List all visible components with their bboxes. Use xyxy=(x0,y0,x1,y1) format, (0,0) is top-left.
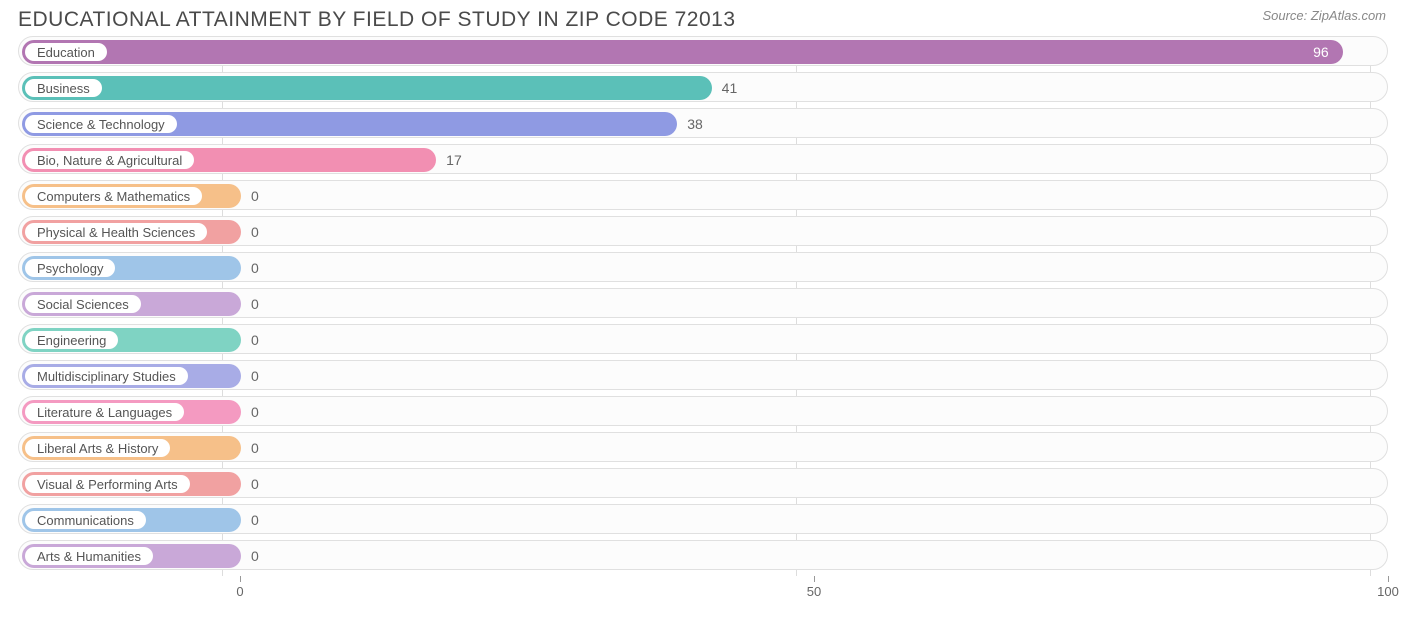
bar-value: 0 xyxy=(251,541,259,571)
bar-value: 0 xyxy=(251,289,259,319)
bar-fill xyxy=(22,40,1343,64)
bar-row: Multidisciplinary Studies 0 xyxy=(18,360,1388,390)
bar-row: Computers & Mathematics 0 xyxy=(18,180,1388,210)
bar-value: 0 xyxy=(251,433,259,463)
bar-row: Liberal Arts & History 0 xyxy=(18,432,1388,462)
bar-row: Physical & Health Sciences 0 xyxy=(18,216,1388,246)
tick-mark xyxy=(1388,576,1389,582)
bar-value: 96 xyxy=(1313,37,1329,67)
chart-title: EDUCATIONAL ATTAINMENT BY FIELD OF STUDY… xyxy=(18,8,736,32)
bar-value: 0 xyxy=(251,505,259,535)
bar-label: Engineering xyxy=(25,331,118,349)
bar-fill xyxy=(22,76,712,100)
bar-value: 17 xyxy=(446,145,462,175)
x-axis: 0 50 100 xyxy=(18,576,1388,606)
x-tick: 0 xyxy=(240,576,241,582)
x-tick: 50 xyxy=(814,576,815,582)
bar-label: Liberal Arts & History xyxy=(25,439,170,457)
bar-row: Social Sciences 0 xyxy=(18,288,1388,318)
bar-label: Science & Technology xyxy=(25,115,177,133)
bar-row: Education 96 xyxy=(18,36,1388,66)
bar-row: Bio, Nature & Agricultural 17 xyxy=(18,144,1388,174)
bar-label: Multidisciplinary Studies xyxy=(25,367,188,385)
chart-source: Source: ZipAtlas.com xyxy=(1262,8,1386,23)
bar-row: Arts & Humanities 0 xyxy=(18,540,1388,570)
bar-label: Social Sciences xyxy=(25,295,141,313)
tick-mark xyxy=(814,576,815,582)
bar-label: Computers & Mathematics xyxy=(25,187,202,205)
bar-row: Science & Technology 38 xyxy=(18,108,1388,138)
tick-mark xyxy=(240,576,241,582)
bar-value: 0 xyxy=(251,397,259,427)
bar-label: Bio, Nature & Agricultural xyxy=(25,151,194,169)
bar-value: 38 xyxy=(687,109,703,139)
bar-value: 0 xyxy=(251,469,259,499)
tick-label: 0 xyxy=(236,584,243,599)
x-tick: 100 xyxy=(1388,576,1389,582)
chart-area: Education 96 Business 41 Science & Technolog… xyxy=(0,36,1406,606)
bar-label: Psychology xyxy=(25,259,115,277)
bar-label: Communications xyxy=(25,511,146,529)
bar-value: 0 xyxy=(251,361,259,391)
bar-row: Engineering 0 xyxy=(18,324,1388,354)
bar-label: Literature & Languages xyxy=(25,403,184,421)
bar-row: Business 41 xyxy=(18,72,1388,102)
tick-label: 50 xyxy=(807,584,821,599)
bar-value: 0 xyxy=(251,253,259,283)
tick-label: 100 xyxy=(1377,584,1399,599)
bar-row: Communications 0 xyxy=(18,504,1388,534)
bar-value: 41 xyxy=(722,73,738,103)
bar-label: Visual & Performing Arts xyxy=(25,475,190,493)
bar-row: Literature & Languages 0 xyxy=(18,396,1388,426)
bar-label: Education xyxy=(25,43,107,61)
bar-row: Psychology 0 xyxy=(18,252,1388,282)
chart-header: EDUCATIONAL ATTAINMENT BY FIELD OF STUDY… xyxy=(0,0,1406,36)
bar-row: Visual & Performing Arts 0 xyxy=(18,468,1388,498)
bar-label: Business xyxy=(25,79,102,97)
bar-label: Physical & Health Sciences xyxy=(25,223,207,241)
bar-value: 0 xyxy=(251,181,259,211)
bar-value: 0 xyxy=(251,217,259,247)
bar-label: Arts & Humanities xyxy=(25,547,153,565)
bar-value: 0 xyxy=(251,325,259,355)
